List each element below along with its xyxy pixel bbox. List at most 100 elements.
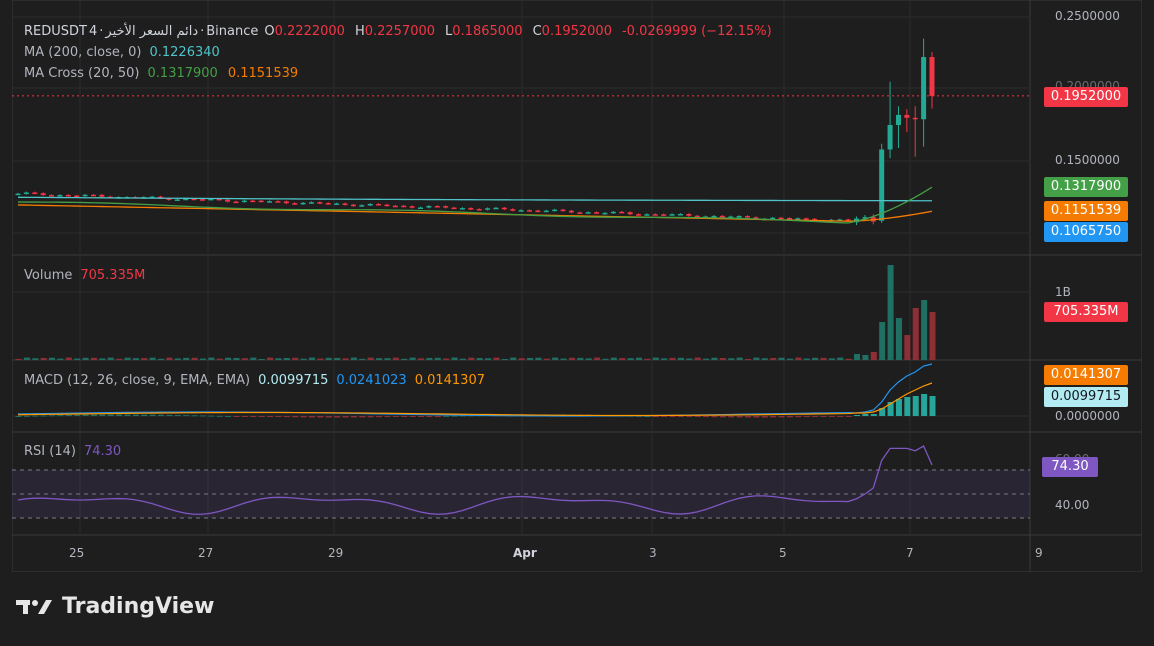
candle-body xyxy=(527,210,533,212)
macd-hist-bar xyxy=(23,415,30,417)
candle-body xyxy=(585,212,591,214)
rsi-label: RSI (14) xyxy=(24,444,76,459)
candle-body xyxy=(434,206,440,208)
macd-hist-bar xyxy=(300,416,307,418)
macd-hist-bar xyxy=(417,416,424,417)
candle-body xyxy=(770,217,776,220)
macd-hist-bar xyxy=(686,416,693,417)
candle-body xyxy=(183,198,189,201)
volume-bar xyxy=(761,358,768,360)
candle-body xyxy=(342,203,348,205)
candle-body xyxy=(409,206,415,208)
candle-body xyxy=(275,201,281,203)
candle-body xyxy=(602,212,608,215)
volume-bar xyxy=(543,358,550,360)
candle-body xyxy=(594,212,600,214)
candle-body xyxy=(225,199,231,202)
candle-body xyxy=(837,219,843,221)
volume-bar xyxy=(292,357,299,360)
volume-value: 705.335M xyxy=(80,268,146,283)
candle-body xyxy=(476,209,482,211)
macd-hist-bar xyxy=(694,416,701,417)
candle-body xyxy=(795,218,801,220)
volume-bar xyxy=(501,358,508,360)
candle-body xyxy=(535,210,541,213)
volume-bar xyxy=(384,358,391,360)
candle-body xyxy=(510,209,516,211)
candle-body xyxy=(350,204,356,207)
macd-hist-bar xyxy=(116,414,123,416)
volume-bar xyxy=(753,357,760,360)
candle-body xyxy=(267,201,273,203)
volume-bar xyxy=(912,308,919,360)
candle-body xyxy=(786,218,792,220)
interval[interactable]: 4 xyxy=(88,24,98,39)
macross-legend[interactable]: MA Cross (20, 50) 0.1317900 0.1151539 xyxy=(24,66,302,81)
candle-body xyxy=(82,194,88,197)
macd-hist-bar xyxy=(443,415,450,417)
tradingview-logo[interactable]: TradingView xyxy=(16,594,214,619)
candle-body xyxy=(23,192,29,195)
volume-bar xyxy=(527,357,534,360)
macd-hist-bar xyxy=(233,416,240,417)
candle-body xyxy=(300,202,306,205)
close-label: C xyxy=(532,24,542,39)
candle-body xyxy=(543,210,549,213)
candle-body xyxy=(661,214,667,216)
volume-bar xyxy=(703,358,710,360)
macd-hist-bar xyxy=(644,415,651,417)
macd-line xyxy=(17,363,933,417)
volume-bar xyxy=(652,357,659,360)
volume-bar xyxy=(803,358,810,360)
chart-canvas[interactable] xyxy=(12,0,1142,572)
candle-body xyxy=(677,214,683,216)
candle-body xyxy=(711,215,717,218)
candle-body xyxy=(283,201,289,204)
macd-hist-bar xyxy=(183,415,190,417)
price-tick-1: 0.2500000 xyxy=(1055,9,1120,23)
symbol[interactable]: REDUSDT xyxy=(24,24,87,39)
candle-body xyxy=(468,208,474,210)
macd-hist-bar xyxy=(292,416,299,418)
ma200-legend[interactable]: MA (200, close, 0) 0.1226340 xyxy=(24,45,224,60)
volume-bar xyxy=(158,358,165,360)
macd-hist-bar xyxy=(32,415,39,417)
rsi-line xyxy=(17,445,933,515)
volume-bar xyxy=(32,358,39,360)
candle-body xyxy=(317,202,323,204)
macd-hist-bar xyxy=(65,414,72,416)
volume-bar xyxy=(786,358,793,360)
volume-bar xyxy=(350,357,357,360)
macd-hist-bar xyxy=(736,416,743,418)
exchange-name: دائم السعر الأخير xyxy=(105,24,199,39)
volume-bar xyxy=(644,358,651,360)
volume-bar xyxy=(308,357,315,360)
brand-text: TradingView xyxy=(62,594,215,619)
volume-bar xyxy=(686,358,693,360)
candle-body xyxy=(308,202,314,204)
candle-body xyxy=(49,195,55,197)
volume-bar xyxy=(325,357,332,360)
candle-body xyxy=(443,206,449,208)
volume-bar xyxy=(451,357,458,360)
volume-bar xyxy=(342,358,349,360)
volume-legend[interactable]: Volume 705.335M xyxy=(24,268,149,283)
volume-bar xyxy=(493,357,500,360)
candle-body xyxy=(208,198,214,201)
candle-body xyxy=(451,207,457,210)
candle-body xyxy=(644,214,650,216)
volume-bar xyxy=(149,357,156,360)
volume-bar xyxy=(99,358,106,360)
macd-signal-badge: 0.0141307 xyxy=(1044,365,1128,385)
time-tick-5: 5 xyxy=(779,546,787,560)
macd-hist-bar xyxy=(325,416,332,418)
candle-body xyxy=(610,211,616,214)
volume-bar xyxy=(15,358,22,360)
macd-legend[interactable]: MACD (12, 26, close, 9, EMA, EMA) 0.00997… xyxy=(24,373,489,388)
volume-bar xyxy=(216,358,223,360)
macd-hist-bar xyxy=(803,416,810,418)
volume-bar xyxy=(401,358,408,360)
candle-body xyxy=(90,194,96,197)
rsi-legend[interactable]: RSI (14) 74.30 xyxy=(24,444,125,459)
volume-bar xyxy=(535,357,542,360)
